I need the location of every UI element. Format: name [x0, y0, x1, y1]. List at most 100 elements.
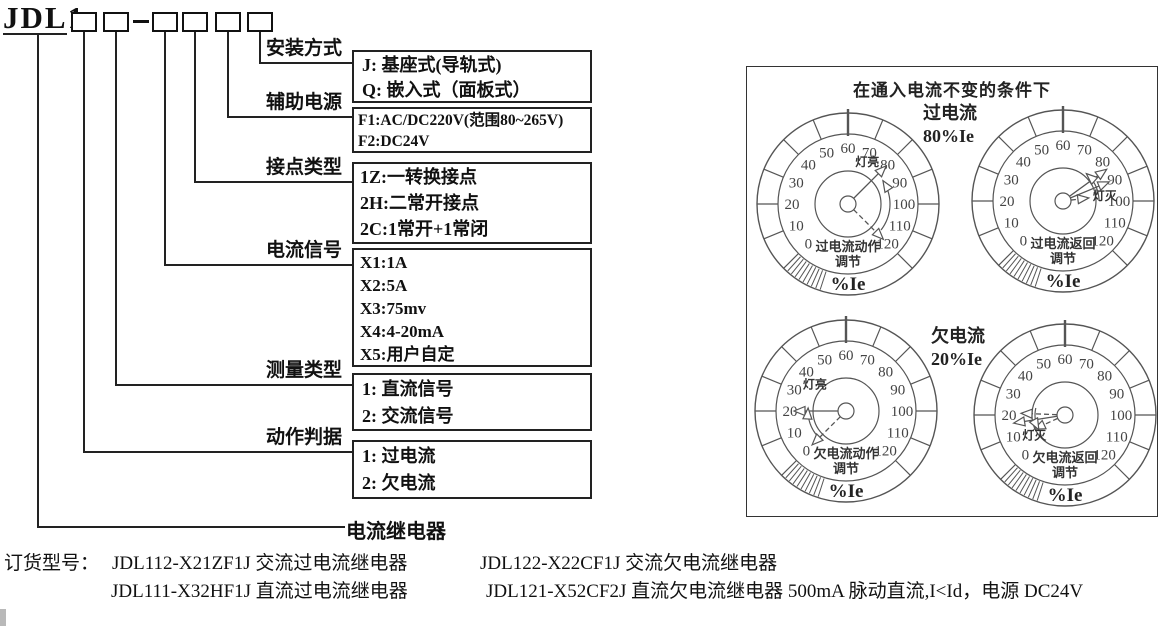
svg-text:50: 50	[819, 145, 834, 161]
svg-text:110: 110	[889, 218, 911, 234]
svg-text:欠电流动作: 欠电流动作	[813, 446, 878, 461]
svg-text:70: 70	[862, 145, 877, 161]
svg-text:50: 50	[1034, 142, 1049, 158]
svg-text:灯亮: 灯亮	[803, 376, 827, 391]
svg-text:120: 120	[1093, 448, 1116, 464]
group-name: 欠电流	[931, 326, 985, 346]
scroll-fragment	[0, 609, 6, 626]
overcurrent-setpoint-label: 过电流 80%Ie	[923, 102, 977, 148]
svg-text:%Ie: %Ie	[829, 481, 864, 502]
svg-text:80: 80	[1095, 154, 1110, 170]
connector-line	[259, 32, 261, 64]
model-code-box	[215, 12, 241, 32]
option-line: 2: 欠电流	[362, 473, 436, 493]
svg-text:60: 60	[841, 141, 856, 157]
option-line: 2H:二常开接点	[360, 193, 479, 213]
branch-label-aux-power: 辅助电源	[265, 92, 342, 113]
connector-line	[164, 32, 166, 266]
svg-text:50: 50	[1036, 356, 1051, 372]
connector-line	[227, 116, 352, 118]
connector-line	[194, 181, 352, 183]
svg-text:20: 20	[1002, 408, 1017, 424]
svg-text:110: 110	[1106, 429, 1128, 445]
svg-text:调节: 调节	[1050, 251, 1076, 266]
option-line: F2:DC24V	[358, 133, 430, 150]
option-line: 1: 直流信号	[362, 379, 454, 399]
connector-line	[115, 32, 117, 386]
model-code-box	[103, 12, 129, 32]
model-code-box	[247, 12, 273, 32]
svg-text:灯灭: 灯灭	[1022, 428, 1047, 443]
branch-label-current-signal: 电流信号	[265, 240, 342, 261]
svg-text:调节: 调节	[833, 461, 859, 476]
order-model-4: JDL121-X52CF2J 直流欠电流继电器 500mA 脉动直流,I<Id，…	[486, 581, 1084, 602]
model-code-separator	[133, 20, 149, 23]
connector-line	[37, 526, 345, 528]
svg-text:%Ie: %Ie	[831, 274, 866, 295]
svg-text:过电流返回: 过电流返回	[1030, 236, 1095, 251]
svg-text:10: 10	[789, 218, 804, 234]
svg-text:40: 40	[801, 157, 816, 173]
svg-text:60: 60	[1058, 352, 1073, 368]
svg-text:%Ie: %Ie	[1048, 485, 1083, 506]
connector-line	[115, 384, 352, 386]
option-line: Q: 嵌入式（面板式）	[362, 80, 531, 100]
svg-text:0: 0	[805, 237, 813, 253]
option-line: X4:4-20mA	[360, 322, 445, 341]
option-line: J: 基座式(导轨式)	[362, 55, 502, 75]
option-line: 2C:1常开+1常闭	[360, 219, 489, 239]
svg-text:80: 80	[1097, 368, 1112, 384]
option-line: F1:AC/DC220V(范围80~265V)	[358, 112, 564, 129]
svg-text:10: 10	[1006, 429, 1021, 445]
connector-line	[164, 264, 352, 266]
svg-text:90: 90	[892, 176, 907, 192]
svg-text:120: 120	[1091, 234, 1114, 250]
overcurrent-return-gauge: 0 10 20 30 40 50 60 70 80 90 100 110 120 灯灭 过电流返回 调节 %Ie	[963, 101, 1163, 301]
options-box-mounting: J: 基座式(导轨式) Q: 嵌入式（面板式）	[352, 50, 592, 103]
group-setpoint: 80%Ie	[923, 126, 974, 146]
svg-text:50: 50	[817, 352, 832, 368]
branch-label-mounting: 安装方式	[265, 38, 342, 59]
svg-text:70: 70	[1079, 356, 1094, 372]
order-prefix: 订货型号：	[4, 553, 100, 574]
options-box-contact-type: 1Z:一转换接点 2H:二常开接点 2C:1常开+1常闭	[352, 162, 592, 244]
order-model-1: JDL112-X21ZF1J 交流过电流继电器	[112, 553, 408, 574]
option-line: X1:1A	[360, 253, 408, 272]
svg-text:100: 100	[893, 197, 916, 213]
connector-line	[83, 32, 85, 453]
svg-text:90: 90	[890, 383, 905, 399]
options-box-measure-type: 1: 直流信号 2: 交流信号	[352, 373, 592, 431]
option-line: X2:5A	[360, 276, 408, 295]
svg-text:欠电流返回: 欠电流返回	[1032, 450, 1097, 465]
svg-text:100: 100	[1108, 194, 1131, 210]
svg-text:60: 60	[1056, 138, 1071, 154]
svg-text:调节: 调节	[1052, 465, 1078, 480]
connector-line	[3, 33, 67, 35]
model-code-prefix: JDL1	[3, 0, 86, 35]
option-line: 1Z:一转换接点	[360, 167, 477, 187]
svg-text:0: 0	[803, 444, 811, 460]
options-box-action-criterion: 1: 过电流 2: 欠电流	[352, 440, 592, 499]
svg-text:过电流动作: 过电流动作	[815, 239, 880, 254]
svg-text:0: 0	[1022, 448, 1029, 464]
undercurrent-action-gauge: 0 10 20 30 40 50 60 70 80 90 100 110 120 灯亮 欠电流动作 调节 %Ie	[746, 311, 946, 511]
svg-text:90: 90	[1107, 173, 1122, 189]
adjustment-panel: 在通入电流不变的条件下 过电流 80%Ie 欠电流 20%Ie 0 10 20 30 4…	[746, 66, 1158, 517]
svg-text:30: 30	[1006, 387, 1021, 403]
svg-text:0: 0	[1020, 234, 1027, 250]
branch-label-action-criterion: 动作判据	[265, 427, 342, 448]
relay-label: 电流继电器	[346, 521, 446, 543]
svg-text:30: 30	[787, 383, 802, 399]
svg-text:灯亮: 灯亮	[855, 154, 879, 169]
branch-label-measure-type: 测量类型	[265, 360, 342, 381]
option-line: 2: 交流信号	[362, 406, 454, 426]
svg-text:100: 100	[891, 404, 914, 420]
svg-text:%Ie: %Ie	[1046, 271, 1081, 292]
svg-text:110: 110	[887, 425, 909, 441]
svg-text:30: 30	[789, 176, 804, 192]
model-code-box	[152, 12, 178, 32]
connector-line	[259, 62, 352, 64]
connector-line	[37, 34, 39, 528]
option-line: X5:用户自定	[360, 345, 455, 364]
